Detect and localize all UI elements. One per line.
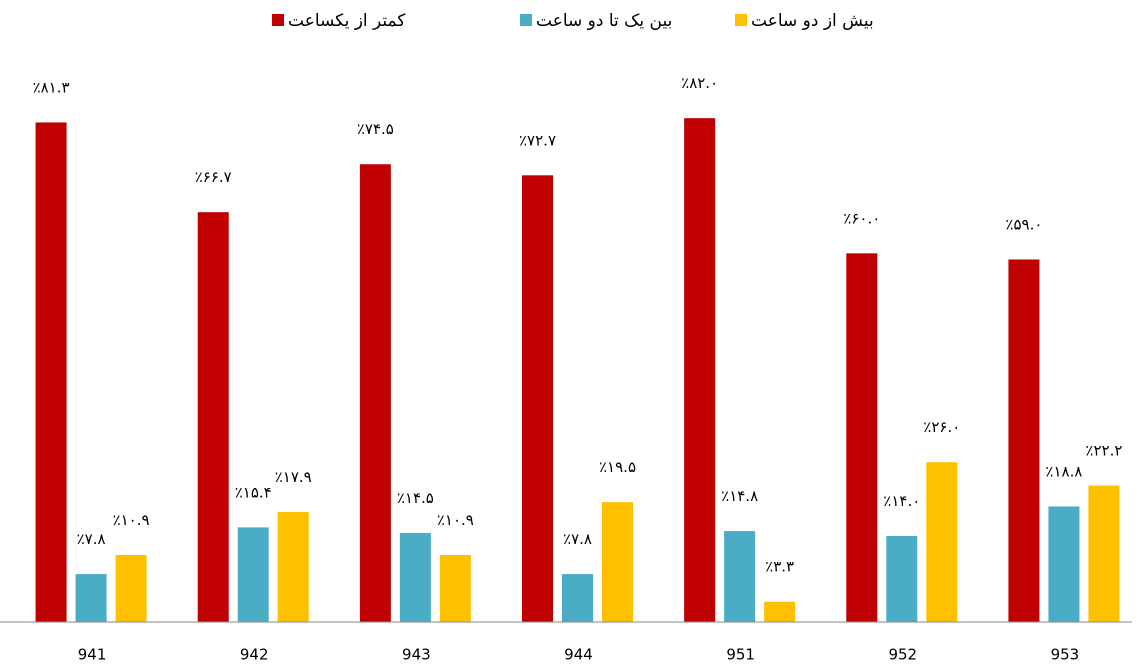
bar <box>439 555 471 622</box>
bar <box>926 462 958 622</box>
data-label vl: ٪۷۲.۷ <box>519 131 556 149</box>
bar <box>886 535 918 622</box>
legend-label: بین یک تا دو ساعت <box>536 11 672 31</box>
bar <box>846 253 878 623</box>
bar <box>1008 259 1040 622</box>
data-label vl: ٪۱۴.۵ <box>397 489 434 507</box>
data-label vl: ٪۱۰.۹ <box>113 511 150 529</box>
data-label vl: ٪۶۰.۰ <box>843 209 880 227</box>
data-label vl: ٪۲۲.۲ <box>1085 442 1122 460</box>
bar <box>35 122 67 622</box>
x-tick-label: 944 <box>564 646 593 664</box>
x-tick-label: 951 <box>726 646 755 664</box>
bar <box>562 574 593 622</box>
data-label vl: ٪۸۱.۳ <box>33 78 70 96</box>
legend-swatch <box>272 14 284 26</box>
data-label vl: ٪۱۵.۴ <box>235 483 272 501</box>
bar <box>237 527 269 622</box>
data-label vl: ٪۳.۳ <box>765 558 794 576</box>
bar <box>684 118 716 623</box>
data-label vl: ٪۵۹.۰ <box>1005 215 1042 233</box>
x-tick-label: 943 <box>402 646 431 664</box>
bar <box>359 164 391 622</box>
bar <box>1088 485 1120 622</box>
bar <box>724 531 756 622</box>
bar <box>522 175 553 622</box>
bar <box>75 574 107 622</box>
bar <box>1048 506 1080 622</box>
x-tick-label: 942 <box>240 646 269 664</box>
bar <box>115 555 147 622</box>
x-tick-label: 952 <box>888 646 917 664</box>
data-label vl: ٪۱۸.۸ <box>1045 462 1082 480</box>
legend-label: بیش از دو ساعت <box>751 11 874 31</box>
legend-swatch <box>520 14 532 26</box>
data-label vl: ٪۱۴.۸ <box>721 487 758 505</box>
bar <box>602 502 633 622</box>
bar <box>277 512 309 622</box>
x-tick-label: 941 <box>78 646 107 664</box>
data-label vl: ٪۱۴.۰ <box>883 492 920 510</box>
legend-swatch <box>735 14 747 26</box>
legend-label: کمتر از یکساعت <box>288 11 406 31</box>
data-label vl: ٪۷.۸ <box>77 530 106 548</box>
bar <box>399 532 431 622</box>
data-label vl: ٪۸۲.۰ <box>681 74 718 92</box>
bar <box>764 601 796 622</box>
data-label vl: ٪۱۹.۵ <box>599 458 636 476</box>
data-label vl: ٪۶۶.۷ <box>195 168 232 186</box>
x-tick-label: 953 <box>1051 646 1080 664</box>
data-label vl: ٪۱۰.۹ <box>437 511 474 529</box>
data-label vl: ٪۱۷.۹ <box>275 468 312 486</box>
data-label vl: ٪۷.۸ <box>563 530 592 548</box>
data-label vl: ٪۷۴.۵ <box>357 120 394 138</box>
bar <box>197 212 229 622</box>
data-label vl: ٪۲۶.۰ <box>923 418 960 436</box>
